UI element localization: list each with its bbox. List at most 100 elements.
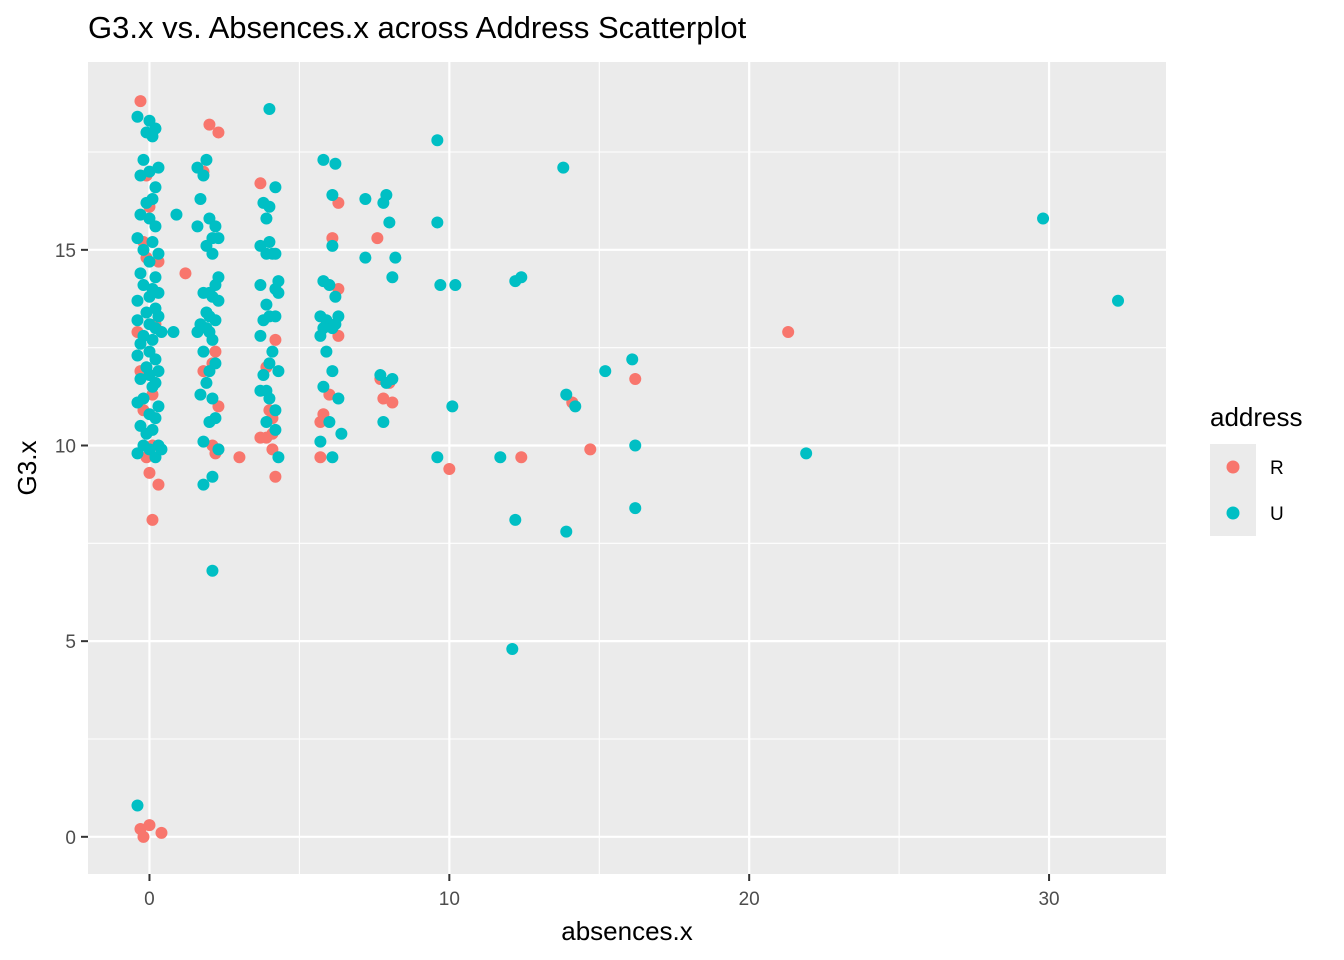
data-point-u [134,337,147,350]
data-point-u [137,279,150,292]
data-point-u [263,236,276,249]
x-axis-title: absences.x [561,916,693,946]
legend-label-u: U [1270,504,1284,525]
data-point-u [326,365,339,378]
data-point-u [137,243,150,256]
x-tick-label: 0 [144,889,155,910]
data-point-u [149,181,162,194]
x-tick-label: 10 [439,889,460,910]
data-point-u [272,451,285,464]
data-points [131,95,1125,843]
data-point-r [209,345,222,358]
data-point-u [140,306,153,319]
y-tick-label: 5 [65,632,76,653]
data-point-r [212,126,225,139]
data-point-u [149,353,162,366]
data-point-u [359,192,372,205]
data-point-u [626,353,639,366]
y-tick-label: 15 [55,241,76,262]
data-point-u [560,388,573,401]
data-point-u [200,376,213,389]
data-point-u [131,294,144,307]
data-point-u [599,365,612,378]
data-point-u [386,372,399,385]
data-point-u [131,232,144,245]
data-point-u [131,314,144,327]
data-point-r [155,826,168,839]
data-point-u [332,310,345,323]
data-point-u [326,322,339,335]
data-point-u [629,502,642,515]
data-point-u [140,427,153,440]
data-point-u [197,169,210,182]
data-point-u [206,247,219,260]
data-point-u [143,255,156,268]
data-point-r [584,443,597,456]
data-point-u [143,165,156,178]
data-point-u [326,451,339,464]
data-point-u [152,365,165,378]
data-point-r [254,177,267,190]
data-point-u [560,525,573,538]
data-point-u [269,310,282,323]
data-point-u [260,212,273,225]
data-point-r [314,451,327,464]
data-point-r [515,451,528,464]
data-point-u [149,271,162,284]
data-point-u [131,799,144,812]
data-point-u [377,416,390,429]
data-point-u [314,329,327,342]
data-point-u [197,478,210,491]
data-point-u [446,400,459,413]
data-point-u [152,286,165,299]
data-point-u [143,290,156,303]
data-point-u [386,271,399,284]
data-point-u [206,333,219,346]
data-point-r [377,392,390,405]
data-point-u [257,314,270,327]
data-point-u [431,451,444,464]
data-point-u [383,216,396,229]
data-point-u [263,392,276,405]
data-point-u [152,310,165,323]
data-point-r [629,372,642,385]
data-point-u [332,392,345,405]
data-point-u [134,208,147,221]
data-point-u [206,392,219,405]
data-point-u [197,345,210,358]
data-point-u [131,396,144,409]
data-point-r [203,118,216,131]
data-point-u [131,349,144,362]
data-point-u [209,314,222,327]
data-point-u [326,239,339,252]
data-point-u [137,439,150,452]
data-point-u [569,400,582,413]
legend-title: address [1210,402,1303,432]
data-point-u [323,279,336,292]
y-tick-label: 10 [55,436,76,457]
data-point-u [269,247,282,260]
data-point-u [170,208,183,221]
data-point-u [269,181,282,194]
y-axis: 0 5 10 15 [55,241,88,849]
data-point-u [131,110,144,123]
data-point-r [143,466,156,479]
data-point-u [146,333,159,346]
data-point-r [269,333,282,346]
data-point-u [146,236,159,249]
data-point-u [191,220,204,233]
data-point-u [197,435,210,448]
data-point-u [389,251,402,264]
chart-title: G3.x vs. Absences.x across Address Scatt… [88,10,747,45]
data-point-u [212,232,225,245]
data-point-r [143,819,156,832]
data-point-u [203,416,216,429]
data-point-u [272,286,285,299]
data-point-u [269,404,282,417]
data-point-u [314,435,327,448]
data-point-u [254,329,267,342]
data-point-u [212,443,225,456]
data-point-u [140,196,153,209]
data-point-u [509,513,522,526]
data-point-u [515,271,528,284]
